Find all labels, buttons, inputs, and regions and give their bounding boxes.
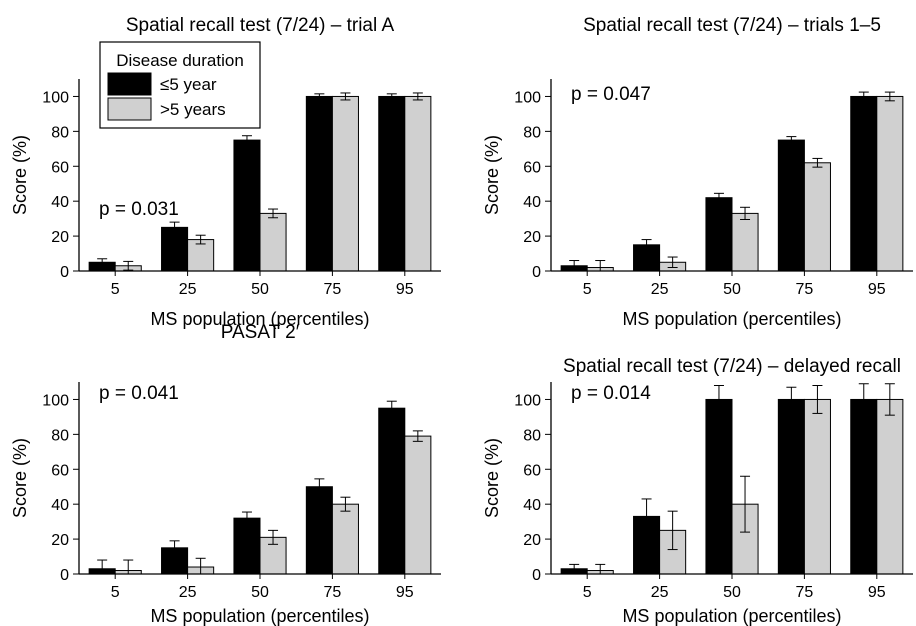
y-tick-label-20: 20: [523, 532, 541, 549]
y-tick-label-40: 40: [51, 497, 69, 514]
y-tick-label-60: 60: [51, 462, 69, 479]
y-tick-label-20: 20: [51, 229, 69, 246]
y-axis-label: Score (%): [482, 438, 502, 518]
bar-series1-75: [305, 486, 333, 575]
chart-title: Spatial recall test (7/24) – trials 1–5: [583, 15, 881, 36]
legend-swatch-1: [107, 72, 152, 96]
y-tick-label-40: 40: [51, 194, 69, 211]
y-tick-label-100: 100: [514, 89, 541, 106]
bar-series1-95: [378, 95, 406, 272]
x-tick-label-95: 95: [396, 584, 414, 601]
bar-series1-95: [850, 95, 878, 272]
y-axis-label: Score (%): [10, 135, 30, 215]
y-tick-label-80: 80: [523, 124, 541, 141]
y-axis-label: Score (%): [482, 135, 502, 215]
legend-label-1: ≤5 year: [160, 75, 217, 94]
bar-series2-95: [404, 95, 432, 272]
y-tick-label-0: 0: [532, 567, 541, 584]
y-tick-label-20: 20: [523, 229, 541, 246]
x-axis-label: MS population (percentiles): [622, 606, 841, 626]
x-tick-label-50: 50: [723, 281, 741, 298]
p-value-annotation: p = 0.047: [571, 84, 651, 105]
x-tick-label-5: 5: [111, 281, 120, 298]
bar-series2-25: [187, 239, 215, 272]
bar-series1-25: [161, 226, 189, 272]
chart-title: Spatial recall test (7/24) – trial A: [126, 15, 395, 36]
x-tick-label-25: 25: [179, 281, 197, 298]
legend-label-2: >5 years: [160, 100, 226, 119]
legend-title: Disease duration: [116, 51, 244, 70]
chart-panel-2: Spatial recall test (7/24) – trials 1–5 5…: [482, 15, 913, 329]
bar-series2-95: [876, 95, 904, 272]
y-tick-label-60: 60: [523, 159, 541, 176]
bar-series1-75: [777, 139, 805, 272]
x-tick-label-5: 5: [583, 281, 592, 298]
bar-series1-50: [233, 517, 261, 575]
bar-series2-75: [803, 162, 831, 272]
x-tick-label-25: 25: [179, 584, 197, 601]
bar-series1-95: [378, 407, 406, 575]
chart-panel-4: Spatial recall test (7/24) – delayed rec…: [482, 356, 913, 626]
y-tick-label-80: 80: [523, 427, 541, 444]
y-tick-label-0: 0: [60, 264, 69, 281]
bar-series1-75: [305, 95, 333, 272]
x-tick-label-95: 95: [396, 281, 414, 298]
y-tick-label-0: 0: [532, 264, 541, 281]
x-tick-label-25: 25: [651, 584, 669, 601]
bar-series1-50: [705, 398, 733, 575]
x-tick-label-75: 75: [324, 584, 342, 601]
x-tick-label-50: 50: [251, 281, 269, 298]
x-tick-label-75: 75: [796, 281, 814, 298]
y-axis-label: Score (%): [10, 438, 30, 518]
x-axis-label: MS population (percentiles): [150, 309, 369, 329]
chart-title: PASAT 2′: [221, 322, 300, 343]
x-axis-label: MS population (percentiles): [150, 606, 369, 626]
chart-title: Spatial recall test (7/24) – delayed rec…: [563, 356, 901, 377]
y-tick-label-100: 100: [514, 392, 541, 409]
legend: Disease duration ≤5 year >5 years: [99, 41, 261, 129]
x-tick-label-50: 50: [723, 584, 741, 601]
bar-series2-75: [803, 398, 831, 575]
y-tick-label-100: 100: [42, 89, 69, 106]
y-tick-label-60: 60: [51, 159, 69, 176]
y-tick-label-20: 20: [51, 532, 69, 549]
y-tick-label-100: 100: [42, 392, 69, 409]
y-tick-label-60: 60: [523, 462, 541, 479]
bar-series2-95: [404, 435, 432, 575]
legend-swatch-2: [107, 97, 152, 121]
x-tick-label-75: 75: [324, 281, 342, 298]
x-tick-label-95: 95: [868, 584, 886, 601]
y-tick-label-80: 80: [51, 427, 69, 444]
y-tick-label-80: 80: [51, 124, 69, 141]
x-tick-label-75: 75: [796, 584, 814, 601]
p-value-annotation: p = 0.031: [99, 199, 179, 220]
x-tick-label-25: 25: [651, 281, 669, 298]
bar-series2-50: [259, 212, 287, 272]
bar-series2-75: [331, 503, 359, 575]
bar-series1-95: [850, 398, 878, 575]
x-axis-label: MS population (percentiles): [622, 309, 841, 329]
bar-series1-50: [705, 197, 733, 272]
bar-series1-75: [777, 398, 805, 575]
bar-series1-50: [233, 139, 261, 272]
x-tick-label-50: 50: [251, 584, 269, 601]
p-value-annotation: p = 0.014: [571, 383, 651, 404]
p-value-annotation: p = 0.041: [99, 383, 179, 404]
bar-series2-50: [731, 212, 759, 272]
chart-panel-3: PASAT 2′ 5 25 50 75 95 0 20 40 60 80 100 MS populati…: [10, 322, 441, 626]
x-tick-label-5: 5: [111, 584, 120, 601]
x-tick-label-5: 5: [583, 584, 592, 601]
bar-series2-75: [331, 95, 359, 272]
chart-panel-1: Spatial recall test (7/24) – trial A 5 25 5…: [10, 15, 441, 329]
y-tick-label-40: 40: [523, 497, 541, 514]
x-tick-label-95: 95: [868, 281, 886, 298]
bar-series2-95: [876, 398, 904, 575]
y-tick-label-40: 40: [523, 194, 541, 211]
y-tick-label-0: 0: [60, 567, 69, 584]
